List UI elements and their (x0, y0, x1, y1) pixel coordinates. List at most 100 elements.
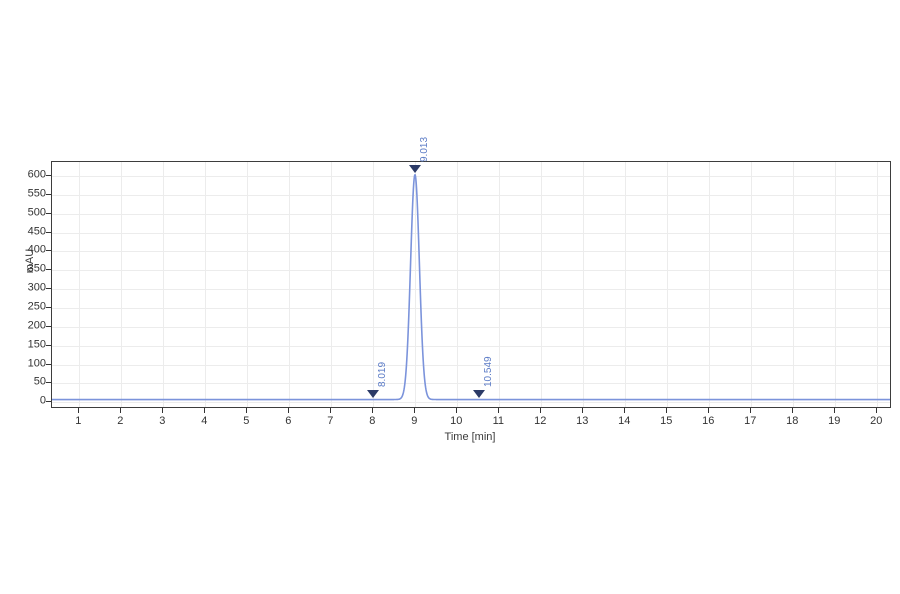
y-tick-mark (46, 344, 51, 346)
y-axis-ticks: 0 50 100 150 200 250 300 350 400 450 500 550 600 (12, 161, 46, 408)
y-tick-mark (46, 193, 51, 195)
x-tick-label: 10 (450, 415, 463, 427)
x-tick-mark (540, 408, 542, 413)
y-tick-label: 100 (27, 357, 46, 369)
peak-marker-triangle-down-icon (408, 164, 421, 173)
y-tick-mark (46, 401, 51, 403)
gridline (793, 162, 794, 407)
gridline (79, 162, 80, 407)
x-tick-label: 5 (243, 415, 250, 427)
gridline (52, 176, 890, 177)
gridline (415, 162, 416, 407)
gridline (52, 233, 890, 234)
x-tick-label: 20 (870, 415, 883, 427)
x-tick-label: 15 (660, 415, 673, 427)
gridline (52, 308, 890, 309)
y-tick-mark (46, 231, 51, 233)
x-tick-label: 13 (576, 415, 589, 427)
gridline (52, 195, 890, 196)
y-tick-label: 150 (27, 338, 46, 351)
gridline (52, 365, 890, 366)
gridline (289, 162, 290, 407)
gridline (373, 162, 374, 407)
x-tick-label: 7 (327, 415, 334, 427)
peak-label: 9.013 (418, 136, 430, 162)
x-tick-label: 19 (828, 415, 841, 427)
x-tick-label: 14 (618, 415, 631, 427)
x-tick-label: 4 (201, 415, 208, 427)
x-tick-mark (876, 408, 878, 413)
x-tick-label: 11 (492, 415, 505, 427)
gridline (667, 162, 668, 407)
y-tick-mark (46, 288, 51, 290)
gridline (205, 162, 206, 407)
y-tick-label: 600 (27, 168, 46, 181)
peak-label: 10.549 (483, 356, 495, 388)
gridline (52, 270, 890, 271)
peak-marker-triangle-down-icon (473, 390, 486, 399)
x-tick-mark (750, 408, 752, 413)
y-tick-mark (46, 269, 51, 271)
y-tick-label: 550 (27, 187, 46, 200)
x-tick-mark (162, 408, 164, 413)
gridline (877, 162, 878, 407)
x-tick-label: 1 (75, 415, 82, 427)
peak-marker-triangle-down-icon (367, 390, 380, 399)
gridline (52, 402, 890, 403)
x-tick-mark (708, 408, 710, 413)
y-tick-label: 250 (27, 300, 46, 313)
x-tick-mark (624, 408, 626, 413)
gridline (52, 289, 890, 290)
gridline (541, 162, 542, 407)
gridline (331, 162, 332, 407)
x-tick-mark (120, 408, 122, 413)
gridline (52, 214, 890, 215)
y-tick-label: 350 (27, 262, 46, 275)
y-tick-mark (46, 363, 51, 365)
x-tick-mark (498, 408, 500, 413)
y-tick-label: 50 (33, 375, 46, 388)
gridline (583, 162, 584, 407)
gridline (52, 327, 890, 328)
y-tick-mark (46, 250, 51, 252)
chromatogram-trace (52, 162, 890, 407)
peak-label: 8.019 (377, 362, 389, 388)
gridline (52, 346, 890, 347)
x-tick-label: 6 (285, 415, 292, 427)
x-axis-title: Time [min] (0, 431, 900, 443)
x-tick-mark (246, 408, 248, 413)
x-tick-mark (792, 408, 794, 413)
y-tick-label: 400 (27, 243, 46, 256)
y-tick-mark (46, 212, 51, 214)
gridline (247, 162, 248, 407)
y-tick-label: 0 (39, 394, 46, 407)
y-tick-mark (46, 325, 51, 327)
y-tick-mark (46, 174, 51, 176)
x-tick-label: 16 (702, 415, 715, 427)
x-tick-label: 17 (744, 415, 757, 427)
gridline (163, 162, 164, 407)
y-tick-label: 500 (27, 206, 46, 219)
gridline (835, 162, 836, 407)
x-tick-mark (834, 408, 836, 413)
gridline (499, 162, 500, 407)
y-tick-label: 450 (27, 225, 46, 238)
gridline (457, 162, 458, 407)
x-tick-mark (456, 408, 458, 413)
gridline (709, 162, 710, 407)
y-tick-label: 200 (27, 319, 46, 332)
x-tick-mark (666, 408, 668, 413)
x-tick-mark (582, 408, 584, 413)
x-tick-label: 12 (534, 415, 547, 427)
x-tick-label: 9 (411, 415, 418, 427)
x-tick-mark (78, 408, 80, 413)
y-tick-mark (46, 382, 51, 384)
x-tick-mark (414, 408, 416, 413)
x-tick-mark (330, 408, 332, 413)
x-tick-label: 8 (369, 415, 376, 427)
y-tick-label: 300 (27, 281, 46, 294)
x-axis-title-text: Time [min] (444, 431, 496, 443)
gridline (52, 383, 890, 384)
x-tick-mark (372, 408, 374, 413)
